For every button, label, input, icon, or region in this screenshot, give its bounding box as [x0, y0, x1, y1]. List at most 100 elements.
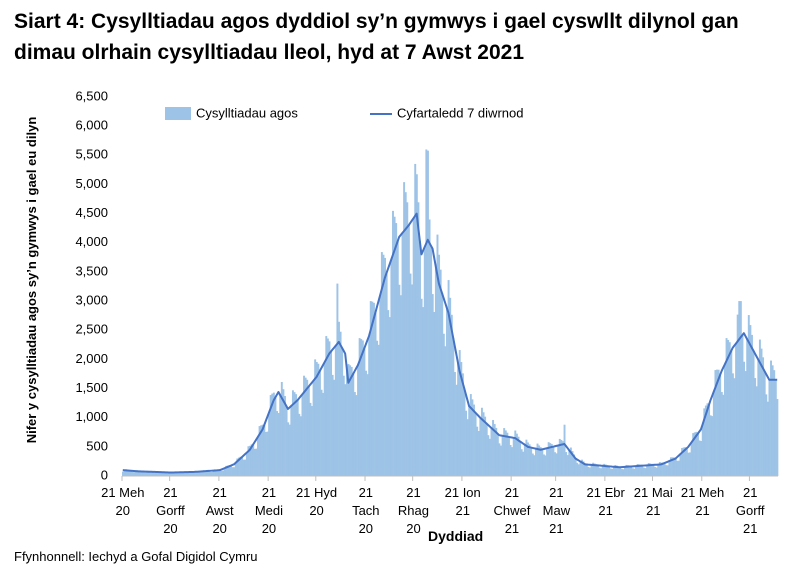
- bar: [488, 438, 491, 476]
- bar: [652, 464, 655, 476]
- bar: [598, 467, 601, 476]
- x-tick-label: 21 Mai 21: [633, 485, 673, 518]
- bar: [669, 457, 672, 476]
- bar: [689, 452, 691, 476]
- bar: [133, 472, 136, 476]
- x-tick-label: 21 Maw 21: [542, 485, 571, 536]
- bar: [458, 350, 461, 476]
- bar: [584, 463, 587, 476]
- bar: [770, 360, 772, 476]
- bar: [560, 439, 563, 476]
- bar: [453, 372, 456, 476]
- bar: [716, 369, 718, 476]
- bar: [349, 365, 352, 476]
- bar: [169, 471, 172, 476]
- bar: [333, 379, 336, 476]
- bar: [768, 379, 771, 476]
- bar: [587, 466, 590, 476]
- bar: [708, 405, 711, 476]
- bar: [331, 374, 334, 476]
- bar: [183, 471, 186, 476]
- bar: [234, 462, 237, 476]
- bar: [198, 472, 201, 476]
- bar: [390, 259, 393, 476]
- bar: [231, 467, 234, 476]
- bar: [431, 294, 434, 476]
- bar: [523, 444, 526, 476]
- bar: [455, 384, 458, 476]
- bar: [533, 455, 536, 476]
- bar: [709, 415, 712, 476]
- bar: [350, 366, 353, 476]
- bar: [377, 344, 380, 476]
- bar: [325, 336, 328, 476]
- bar: [338, 321, 340, 476]
- bar: [700, 441, 703, 476]
- bar: [285, 406, 288, 476]
- bar: [291, 390, 294, 476]
- bar: [347, 364, 350, 476]
- bar: [306, 379, 309, 476]
- bar: [776, 399, 779, 476]
- x-tick-label: 21 Meh 20: [101, 485, 145, 518]
- legend-label: Cyfartaledd 7 diwrnod: [397, 105, 523, 120]
- bar: [280, 382, 283, 476]
- bar: [201, 471, 204, 476]
- bar: [673, 457, 676, 476]
- bar: [128, 470, 131, 476]
- bar: [396, 241, 399, 476]
- bar: [735, 343, 738, 476]
- bar: [276, 411, 279, 476]
- bar: [239, 456, 242, 476]
- bar: [693, 432, 696, 476]
- bar: [260, 425, 263, 476]
- bar: [514, 430, 517, 476]
- bar: [271, 393, 274, 476]
- bar: [296, 400, 299, 476]
- bar: [530, 447, 533, 476]
- bar: [426, 150, 429, 477]
- bar: [134, 471, 137, 476]
- bar: [609, 468, 612, 476]
- bar: [155, 472, 158, 476]
- bar: [723, 364, 726, 476]
- bar: [504, 430, 507, 476]
- bar: [287, 422, 290, 476]
- bar: [449, 297, 452, 476]
- bar: [137, 470, 140, 476]
- bar: [774, 379, 777, 476]
- bar: [477, 430, 480, 476]
- bar: [372, 302, 375, 476]
- bar: [446, 307, 448, 476]
- bar: [660, 462, 663, 476]
- bar: [495, 427, 498, 476]
- bar: [741, 335, 744, 476]
- bar: [249, 445, 252, 476]
- bar: [692, 433, 695, 476]
- bar: [662, 462, 664, 476]
- bar: [187, 472, 190, 476]
- bar: [457, 362, 460, 476]
- bar: [677, 460, 680, 476]
- bar: [174, 472, 177, 476]
- bar: [190, 471, 193, 476]
- bar: [180, 471, 183, 476]
- bar: [727, 339, 730, 476]
- bar: [314, 359, 317, 476]
- bar: [701, 424, 704, 476]
- bar: [507, 436, 510, 476]
- y-axis-title: Nifer y cysylltiadau agos sy’n gymwys i …: [24, 116, 39, 444]
- bar: [434, 266, 437, 476]
- bar: [531, 453, 534, 476]
- bar: [382, 254, 385, 476]
- bar: [142, 472, 145, 476]
- bar: [277, 413, 280, 476]
- bar: [696, 433, 699, 476]
- y-tick-label: 1,000: [75, 409, 108, 424]
- bar: [544, 455, 547, 476]
- bar: [538, 445, 541, 476]
- bar: [163, 472, 166, 476]
- bar: [536, 443, 539, 476]
- bar: [236, 458, 239, 476]
